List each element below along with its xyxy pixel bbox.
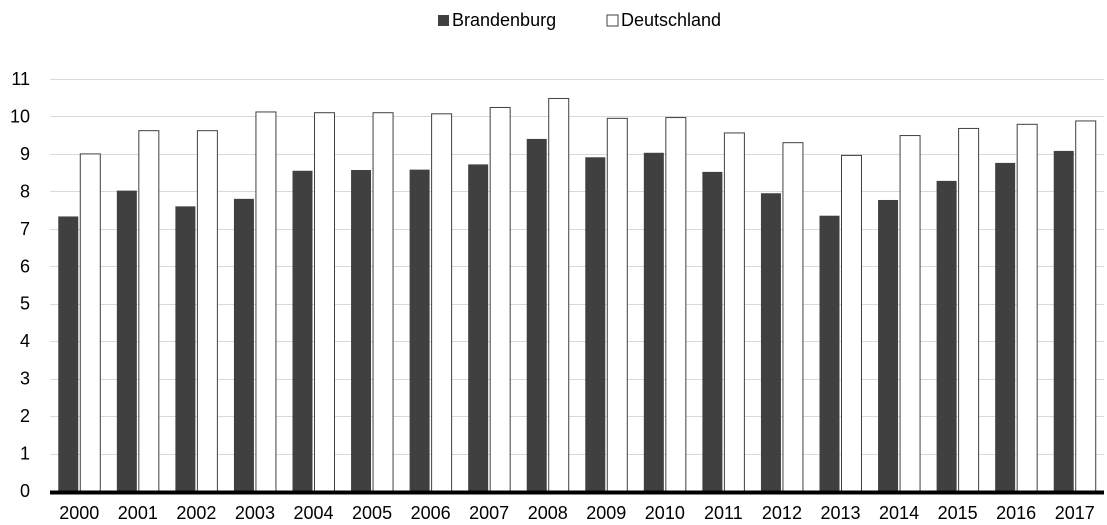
y-tick-label: 6 (20, 256, 30, 276)
legend-swatch (438, 15, 449, 26)
bar-deutschland (782, 142, 804, 492)
legend-item-deutschland: Deutschland (606, 10, 721, 30)
x-tick-label: 2013 (820, 503, 860, 523)
bar-brandenburg (58, 216, 79, 491)
bar-deutschland (196, 130, 218, 492)
x-tick-label: 2006 (411, 503, 451, 523)
y-tick-label: 7 (20, 219, 30, 239)
bar-brandenburg (1053, 150, 1074, 491)
legend-label: Deutschland (621, 10, 721, 30)
bar-deutschland (489, 106, 511, 492)
x-tick-label: 2002 (176, 503, 216, 523)
bar-brandenburg (936, 180, 957, 492)
x-tick-label: 2004 (293, 503, 333, 523)
x-tick-label: 2012 (762, 503, 802, 523)
x-tick-label: 2005 (352, 503, 392, 523)
y-tick-label: 11 (11, 69, 30, 89)
bar-deutschland (314, 112, 335, 492)
bars (58, 97, 1097, 492)
bar-deutschland (372, 112, 394, 492)
y-tick-label: 3 (20, 369, 30, 389)
y-tick-label: 4 (20, 331, 30, 351)
bar-deutschland (79, 153, 101, 492)
y-tick-label: 0 (20, 481, 30, 501)
x-tick-label: 2015 (938, 503, 978, 523)
bar-deutschland (548, 97, 570, 492)
bar-deutschland (899, 135, 921, 492)
bar-deutschland (665, 117, 687, 492)
x-tick-label: 2007 (469, 503, 509, 523)
gridlines (50, 79, 1104, 455)
y-tick-label: 10 (10, 106, 30, 126)
bar-deutschland (255, 111, 277, 492)
bar-deutschland (958, 127, 980, 492)
y-tick-label: 1 (20, 444, 30, 464)
x-tick-label: 2003 (235, 503, 275, 523)
y-tick-label: 8 (20, 181, 30, 201)
bar-deutschland (1016, 123, 1038, 492)
x-tick-label: 2009 (586, 503, 626, 523)
x-tick-label: 2001 (118, 503, 158, 523)
bar-deutschland (723, 132, 745, 492)
bar-brandenburg (878, 199, 899, 491)
bar-deutschland (1075, 120, 1097, 492)
bar-brandenburg (819, 215, 840, 491)
x-tick-label: 2010 (645, 503, 685, 523)
bar-brandenburg (585, 157, 606, 491)
bar-brandenburg (643, 152, 664, 491)
bar-brandenburg (233, 198, 254, 491)
bar-brandenburg (702, 171, 723, 491)
bar-deutschland (431, 113, 453, 492)
y-axis-tick-labels: 0 1 2 3 4 5 6 7 8 9 10 11 (10, 69, 30, 501)
bar-brandenburg (526, 138, 547, 491)
bar-brandenburg (292, 170, 313, 491)
y-tick-label: 9 (20, 144, 30, 164)
legend: Brandenburg Deutschland (438, 10, 721, 30)
bar-brandenburg (409, 169, 430, 491)
y-tick-label: 5 (20, 294, 30, 314)
bar-deutschland (841, 154, 862, 492)
bar-brandenburg (116, 190, 137, 491)
bar-brandenburg (175, 206, 196, 491)
x-tick-label: 2014 (879, 503, 919, 523)
x-axis-tick-labels: 2000 2001 2002 2003 2004 2005 2006 2007 2008 2009… (59, 503, 1094, 523)
x-tick-label: 2016 (996, 503, 1036, 523)
bar-brandenburg (468, 164, 489, 491)
bar-brandenburg (760, 193, 781, 491)
bar-brandenburg (351, 170, 372, 492)
legend-label: Brandenburg (452, 10, 556, 30)
legend-swatch (606, 14, 619, 27)
x-tick-label: 2011 (704, 503, 743, 523)
legend-item-brandenburg: Brandenburg (438, 10, 556, 30)
bar-brandenburg (995, 162, 1016, 491)
x-tick-label: 2000 (59, 503, 99, 523)
y-tick-label: 2 (20, 406, 30, 426)
x-tick-label: 2017 (1055, 503, 1095, 523)
bar-deutschland (138, 130, 160, 492)
x-tick-label: 2008 (528, 503, 568, 523)
bar-deutschland (606, 117, 628, 492)
